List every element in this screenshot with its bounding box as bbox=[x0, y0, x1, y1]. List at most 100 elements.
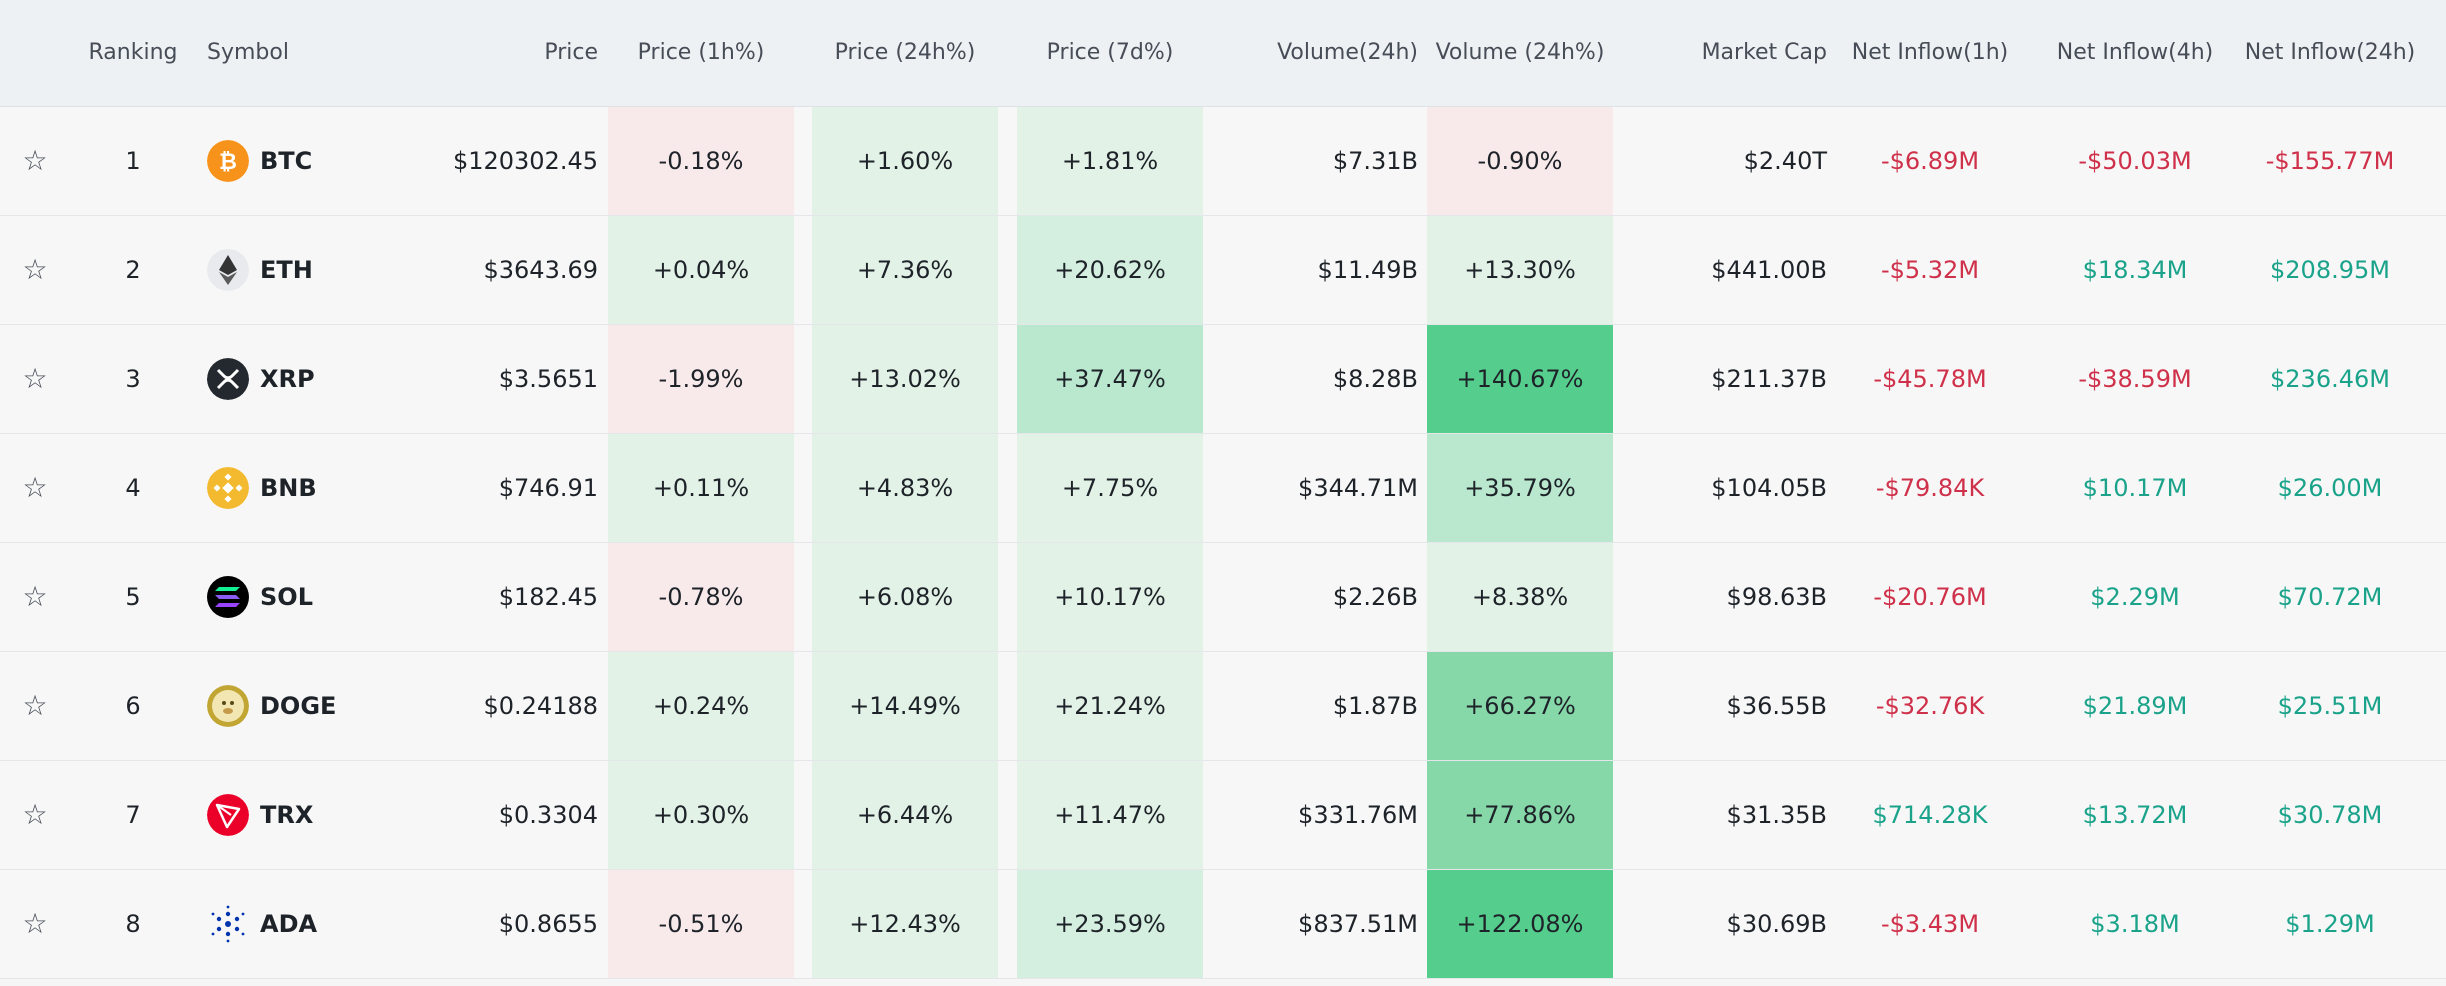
price-1h-cell: +0.04% bbox=[608, 216, 794, 324]
favorite-star-icon[interactable]: ☆ bbox=[22, 144, 48, 177]
price-1h-cell: -1.99% bbox=[608, 325, 794, 433]
favorite-star-icon[interactable]: ☆ bbox=[22, 907, 48, 940]
price-1h-cell: +0.24% bbox=[608, 652, 794, 760]
net-inflow-1h-cell: -$45.78M bbox=[1873, 365, 1987, 393]
symbol-cell[interactable]: DOGE bbox=[260, 692, 337, 720]
price-7d-cell: +20.62% bbox=[1017, 216, 1203, 324]
net-inflow-24h-cell: $70.72M bbox=[2277, 583, 2383, 611]
volume-24h-pct-cell: +8.38% bbox=[1427, 543, 1613, 651]
rank-cell: 4 bbox=[125, 474, 141, 502]
price-24h-cell: +6.08% bbox=[812, 543, 998, 651]
net-inflow-24h-cell: $208.95M bbox=[2270, 256, 2390, 284]
favorite-star-icon[interactable]: ☆ bbox=[22, 253, 48, 286]
net-inflow-1h-cell: -$6.89M bbox=[1880, 147, 1980, 175]
volume-24h-cell: $7.31B bbox=[1332, 147, 1418, 175]
net-inflow-4h-cell: $13.72M bbox=[2082, 801, 2188, 829]
favorite-star-icon[interactable]: ☆ bbox=[22, 362, 48, 395]
price-7d-cell: +21.24% bbox=[1017, 652, 1203, 760]
header-price-1h[interactable]: Price (1h%) bbox=[637, 40, 765, 65]
price-24h-cell: +1.60% bbox=[812, 107, 998, 215]
symbol-cell[interactable]: ADA bbox=[260, 910, 318, 938]
favorite-star-icon[interactable]: ☆ bbox=[22, 580, 48, 613]
net-inflow-1h-cell: -$32.76K bbox=[1875, 692, 1985, 720]
header-symbol[interactable]: Symbol bbox=[207, 40, 289, 65]
market-cap-cell: $104.05B bbox=[1711, 474, 1827, 502]
rank-cell: 8 bbox=[125, 910, 141, 938]
price-1h-cell: -0.51% bbox=[608, 870, 794, 978]
net-inflow-1h-cell: -$5.32M bbox=[1880, 256, 1980, 284]
volume-24h-cell: $11.49B bbox=[1317, 256, 1418, 284]
symbol-cell[interactable]: BTC bbox=[260, 147, 313, 175]
symbol-cell[interactable]: XRP bbox=[260, 365, 315, 393]
net-inflow-24h-cell: $25.51M bbox=[2277, 692, 2383, 720]
header-volume-24h-pct[interactable]: Volume (24h%) bbox=[1435, 40, 1605, 65]
ethereum-icon bbox=[207, 249, 249, 291]
net-inflow-4h-cell: $3.18M bbox=[2090, 910, 2180, 938]
price-24h-cell: +12.43% bbox=[812, 870, 998, 978]
xrp-icon bbox=[207, 358, 249, 400]
net-inflow-4h-cell: $2.29M bbox=[2090, 583, 2180, 611]
header-net-inflow-4h[interactable]: Net Inflow(4h) bbox=[2056, 40, 2214, 65]
market-cap-cell: $441.00B bbox=[1711, 256, 1827, 284]
header-net-inflow-24h[interactable]: Net Inflow(24h) bbox=[2244, 40, 2416, 65]
net-inflow-1h-cell: $714.28K bbox=[1872, 801, 1988, 829]
net-inflow-24h-cell: $30.78M bbox=[2277, 801, 2383, 829]
price-7d-cell: +37.47% bbox=[1017, 325, 1203, 433]
cardano-icon bbox=[207, 903, 249, 945]
table-row[interactable]: ☆ 8 ADA $0.8655 -0.51% +12.43% +23.59% $837.51M… bbox=[0, 870, 2446, 979]
rank-cell: 1 bbox=[125, 147, 141, 175]
header-price-24h[interactable]: Price (24h%) bbox=[834, 40, 976, 65]
price-1h-cell: -0.78% bbox=[608, 543, 794, 651]
price-cell: $3643.69 bbox=[483, 256, 598, 284]
header-net-inflow-1h[interactable]: Net Inflow(1h) bbox=[1851, 40, 2009, 65]
rank-cell: 2 bbox=[125, 256, 141, 284]
svg-text:₿: ₿ bbox=[219, 150, 237, 175]
net-inflow-24h-cell: $236.46M bbox=[2270, 365, 2390, 393]
net-inflow-1h-cell: -$3.43M bbox=[1880, 910, 1980, 938]
volume-24h-cell: $8.28B bbox=[1332, 365, 1418, 393]
symbol-cell[interactable]: BNB bbox=[260, 474, 317, 502]
favorite-star-icon[interactable]: ☆ bbox=[22, 798, 48, 831]
table-row[interactable]: ☆ 1 ₿ BTC $120302.45 -0.18% +1.60% +1.81% $7.31B… bbox=[0, 107, 2446, 216]
price-7d-cell: +7.75% bbox=[1017, 434, 1203, 542]
net-inflow-24h-cell: -$155.77M bbox=[2265, 147, 2395, 175]
net-inflow-1h-cell: -$20.76M bbox=[1873, 583, 1987, 611]
price-24h-cell: +13.02% bbox=[812, 325, 998, 433]
symbol-cell[interactable]: ETH bbox=[260, 256, 313, 284]
market-cap-cell: $30.69B bbox=[1726, 910, 1827, 938]
header-price[interactable]: Price bbox=[544, 40, 598, 65]
net-inflow-4h-cell: $18.34M bbox=[2082, 256, 2188, 284]
net-inflow-4h-cell: $10.17M bbox=[2082, 474, 2188, 502]
header-market-cap[interactable]: Market Cap bbox=[1701, 40, 1827, 65]
price-cell: $0.24188 bbox=[483, 692, 598, 720]
market-cap-cell: $36.55B bbox=[1726, 692, 1827, 720]
table-row[interactable]: ☆ 6 DOGE $0.24188 +0.24% +14.49% +21.24% $1.87B… bbox=[0, 652, 2446, 761]
symbol-cell[interactable]: SOL bbox=[260, 583, 313, 611]
favorite-star-icon[interactable]: ☆ bbox=[22, 471, 48, 504]
net-inflow-4h-cell: $21.89M bbox=[2082, 692, 2188, 720]
volume-24h-cell: $2.26B bbox=[1332, 583, 1418, 611]
dogecoin-icon bbox=[207, 685, 249, 727]
favorite-star-icon[interactable]: ☆ bbox=[22, 689, 48, 722]
table-row[interactable]: ☆ 3 XRP $3.5651 -1.99% +13.02% +37.47% $8.28B +1… bbox=[0, 325, 2446, 434]
rank-cell: 7 bbox=[125, 801, 141, 829]
symbol-cell[interactable]: TRX bbox=[260, 801, 314, 829]
volume-24h-pct-cell: +122.08% bbox=[1427, 870, 1613, 978]
price-cell: $120302.45 bbox=[452, 147, 598, 175]
header-volume-24h[interactable]: Volume(24h) bbox=[1277, 40, 1418, 65]
table-row[interactable]: ☆ 5 SOL $182.45 -0.78% +6.08% +10.17% $2.26B +8.… bbox=[0, 543, 2446, 652]
volume-24h-pct-cell: +13.30% bbox=[1427, 216, 1613, 324]
net-inflow-4h-cell: -$50.03M bbox=[2078, 147, 2192, 175]
table-row[interactable]: ☆ 4 BNB $746.91 +0.11% +4.83% +7.75% $344.71M +3… bbox=[0, 434, 2446, 543]
volume-24h-pct-cell: +140.67% bbox=[1427, 325, 1613, 433]
table-header: Ranking Symbol Price Price (1h%) Price (… bbox=[0, 0, 2446, 107]
volume-24h-pct-cell: +77.86% bbox=[1427, 761, 1613, 869]
table-row[interactable]: ☆ 7 TRX $0.3304 +0.30% +6.44% +11.47% $331.76M +… bbox=[0, 761, 2446, 870]
price-1h-cell: +0.30% bbox=[608, 761, 794, 869]
price-cell: $182.45 bbox=[498, 583, 598, 611]
table-row[interactable]: ☆ 2 ETH $3643.69 +0.04% +7.36% +20.62% $11.49B +… bbox=[0, 216, 2446, 325]
header-price-7d[interactable]: Price (7d%) bbox=[1046, 40, 1174, 65]
bnb-icon bbox=[207, 467, 249, 509]
header-ranking[interactable]: Ranking bbox=[88, 40, 178, 65]
